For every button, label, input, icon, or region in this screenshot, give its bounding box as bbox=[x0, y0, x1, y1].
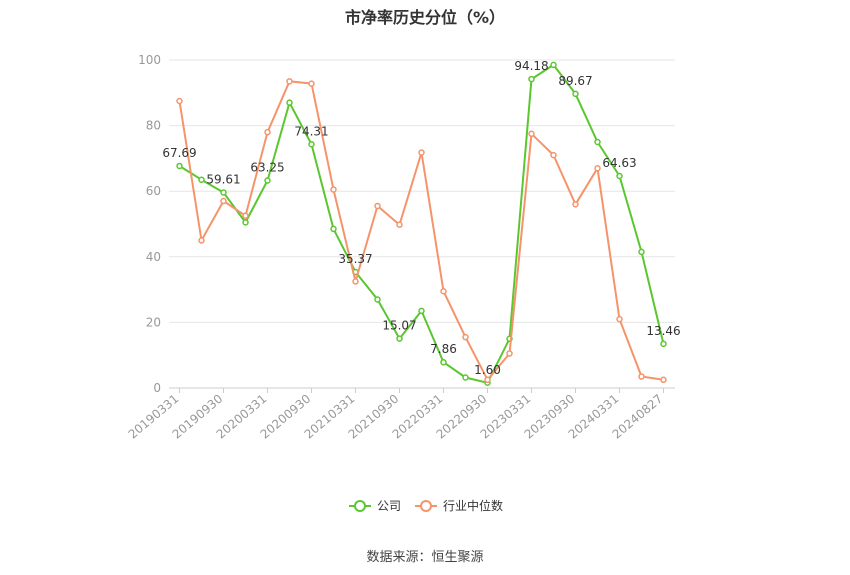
data-label: 13.46 bbox=[646, 324, 680, 338]
y-tick-label: 60 bbox=[146, 184, 161, 198]
data-point bbox=[308, 80, 315, 87]
data-label: 67.69 bbox=[162, 146, 196, 160]
data-point bbox=[330, 186, 337, 193]
data-point bbox=[638, 373, 645, 380]
data-label: 7.86 bbox=[430, 342, 457, 356]
legend-label: 行业中位数 bbox=[443, 498, 503, 513]
legend-label: 公司 bbox=[377, 499, 401, 513]
data-point bbox=[264, 128, 271, 136]
data-label: 63.25 bbox=[250, 161, 284, 175]
y-tick-label: 100 bbox=[138, 53, 161, 67]
data-point bbox=[594, 164, 601, 172]
data-point bbox=[176, 162, 183, 170]
grid-lines bbox=[169, 59, 675, 323]
data-point bbox=[242, 219, 249, 226]
data-point bbox=[396, 221, 403, 228]
data-point bbox=[550, 61, 557, 69]
data-point bbox=[220, 197, 227, 205]
data-point bbox=[286, 78, 293, 85]
data-label: 89.67 bbox=[558, 74, 592, 88]
data-point bbox=[616, 315, 623, 323]
data-point bbox=[176, 97, 183, 105]
data-label: 1.60 bbox=[474, 363, 501, 377]
data-label: 74.31 bbox=[294, 124, 328, 138]
data-point bbox=[484, 376, 491, 384]
y-tick-label: 80 bbox=[146, 119, 161, 133]
data-point bbox=[220, 189, 227, 196]
data-point bbox=[462, 333, 469, 341]
data-point bbox=[352, 278, 359, 285]
data-point bbox=[572, 201, 579, 208]
data-point bbox=[330, 225, 337, 233]
data-labels: 67.69 59.61 63.25 74.31 35.37 15.07 7.86 1.60 94… bbox=[162, 59, 680, 377]
data-label: 15.07 bbox=[382, 319, 416, 333]
y-tick-label: 20 bbox=[146, 315, 161, 329]
data-point bbox=[660, 376, 667, 384]
x-axis: 2019033120190930202003312020093020210331… bbox=[126, 387, 675, 442]
data-point bbox=[550, 151, 557, 159]
data-point bbox=[198, 237, 205, 244]
data-point bbox=[242, 212, 249, 220]
data-label: 94.18 bbox=[514, 59, 548, 73]
data-point bbox=[286, 99, 293, 106]
data-point bbox=[374, 296, 381, 303]
data-point bbox=[506, 350, 513, 357]
data-point bbox=[594, 138, 601, 146]
data-point bbox=[418, 149, 425, 156]
chart-title: 市净率历史分位（%） bbox=[344, 8, 506, 27]
data-point bbox=[308, 141, 315, 148]
data-label: 59.61 bbox=[206, 172, 240, 186]
data-point bbox=[198, 176, 205, 183]
data-point bbox=[462, 374, 469, 381]
data-point bbox=[572, 90, 579, 98]
data-point bbox=[638, 248, 645, 256]
data-point bbox=[374, 202, 381, 210]
data-point bbox=[440, 287, 447, 295]
data-point bbox=[616, 172, 623, 180]
data-point bbox=[528, 130, 535, 138]
legend-marker bbox=[420, 500, 432, 512]
legend: 公司 行业中位数 bbox=[349, 498, 503, 513]
series-line-company bbox=[178, 63, 665, 384]
data-point bbox=[528, 75, 535, 83]
y-tick-label: 0 bbox=[153, 381, 161, 395]
data-point bbox=[440, 358, 447, 366]
data-point bbox=[660, 340, 667, 348]
data-point bbox=[264, 177, 271, 184]
y-axis: 0 20 40 60 80 100 bbox=[138, 53, 161, 395]
data-point bbox=[418, 307, 425, 315]
data-label: 64.63 bbox=[602, 156, 636, 170]
source-note: 数据来源：恒生聚源 bbox=[366, 550, 484, 565]
series-lines bbox=[176, 61, 667, 387]
legend-marker bbox=[354, 500, 366, 512]
data-point bbox=[396, 335, 403, 342]
y-tick-label: 40 bbox=[146, 250, 161, 264]
data-label: 35.37 bbox=[338, 252, 372, 266]
